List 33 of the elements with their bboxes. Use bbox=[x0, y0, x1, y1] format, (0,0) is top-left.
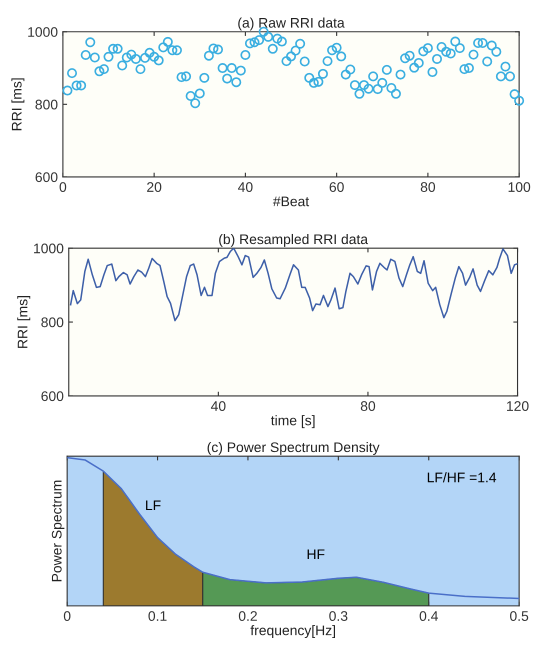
chart-title: (a) Raw RRI data bbox=[238, 18, 345, 30]
x-tick-label: 0.2 bbox=[238, 611, 257, 621]
y-axis-title: Power Spectrum bbox=[52, 480, 64, 582]
y-axis-title: RRI [ms] bbox=[11, 78, 24, 130]
x-tick-label: 0.1 bbox=[148, 611, 167, 621]
x-tick-label: 0 bbox=[60, 182, 66, 192]
y-tick-label: 600 bbox=[41, 391, 64, 402]
x-tick-label: 100 bbox=[508, 182, 530, 192]
y-tick-label: 1000 bbox=[28, 27, 58, 37]
x-tick-label: 40 bbox=[210, 401, 226, 411]
y-tick-label: 800 bbox=[35, 100, 58, 110]
x-tick-label: 80 bbox=[420, 182, 436, 192]
x-axis-title: #Beat bbox=[272, 196, 310, 206]
x-tick-label: 0.4 bbox=[420, 611, 438, 621]
x-tick-label: 0.5 bbox=[510, 611, 528, 621]
y-tick-label: 600 bbox=[36, 172, 58, 182]
series-label: HF bbox=[308, 549, 324, 560]
x-tick-label: 60 bbox=[330, 182, 344, 192]
y-axis-title: RRI [ms] bbox=[17, 296, 30, 348]
x-tick-label: 120 bbox=[507, 401, 529, 411]
x-tick-label: 20 bbox=[147, 182, 162, 192]
chart-title: (c) Power Spectrum Density bbox=[208, 442, 380, 455]
chart-title: (b) Resampled RRI data bbox=[219, 234, 368, 247]
x-axis-title: frequency[Hz] bbox=[250, 625, 336, 638]
x-tick-label: 80 bbox=[360, 401, 376, 411]
x-tick-label: 0.3 bbox=[329, 611, 348, 621]
annotation: LF/HF =1.4 bbox=[428, 472, 496, 482]
x-tick-label: 40 bbox=[238, 182, 253, 192]
x-axis-title: time [s] bbox=[270, 415, 315, 428]
series-label: LF bbox=[146, 500, 161, 510]
x-tick-label: 0 bbox=[64, 611, 70, 621]
y-tick-label: 800 bbox=[41, 317, 64, 328]
y-tick-label: 1000 bbox=[34, 244, 64, 254]
